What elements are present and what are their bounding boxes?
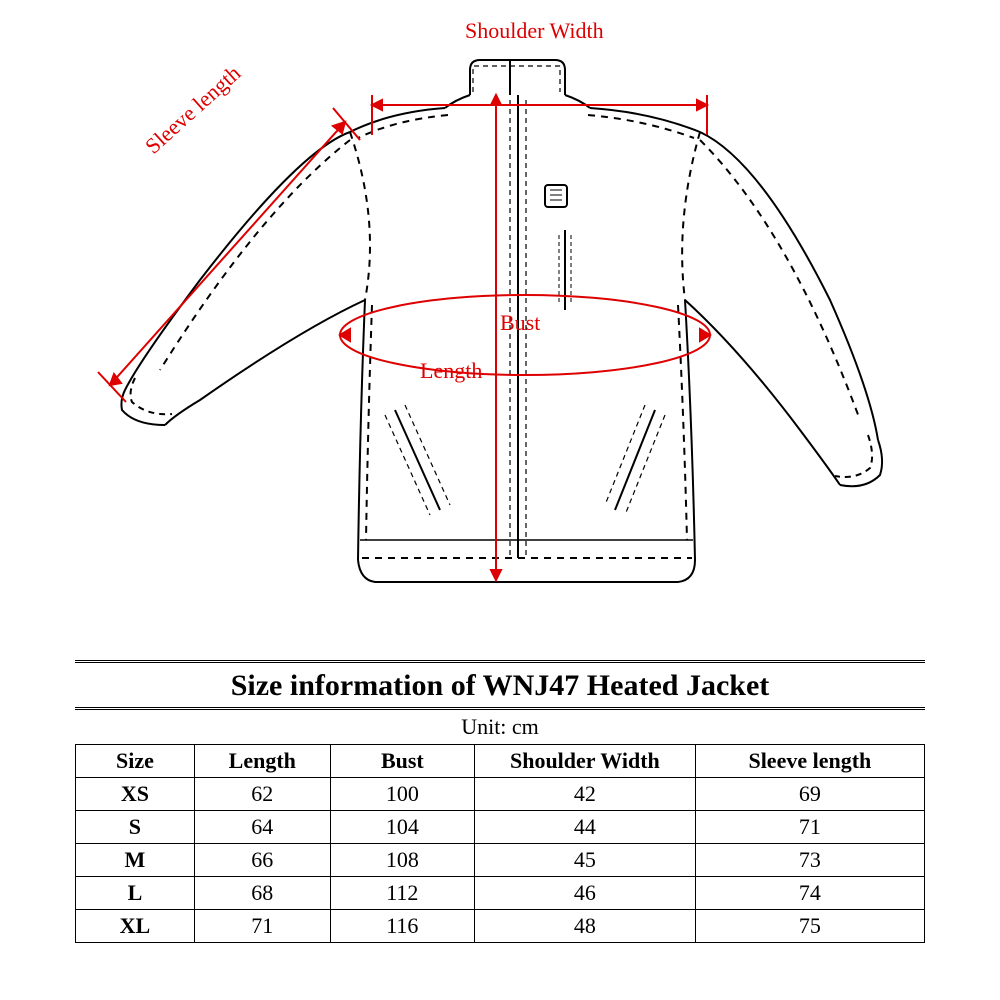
table-cell: S [76, 811, 195, 844]
table-cell: 74 [695, 877, 924, 910]
table-cell: M [76, 844, 195, 877]
table-cell: 71 [695, 811, 924, 844]
label-length: Length [420, 358, 482, 384]
table-cell: 73 [695, 844, 924, 877]
table-row: S641044471 [76, 811, 925, 844]
table-row: L681124674 [76, 877, 925, 910]
table-cell: 116 [330, 910, 474, 943]
table-cell: L [76, 877, 195, 910]
label-bust: Bust [500, 310, 540, 336]
table-title: Size information of WNJ47 Heated Jacket [75, 660, 925, 710]
table-cell: 104 [330, 811, 474, 844]
table-cell: 46 [475, 877, 696, 910]
table-cell: 64 [194, 811, 330, 844]
table-header: Length [194, 745, 330, 778]
label-shoulder-width: Shoulder Width [465, 18, 604, 44]
jacket-diagram: Shoulder Width Sleeve length Bust Length [0, 0, 1000, 640]
table-cell: 42 [475, 778, 696, 811]
table-cell: 68 [194, 877, 330, 910]
table-cell: 66 [194, 844, 330, 877]
table-row: M661084573 [76, 844, 925, 877]
table-cell: 45 [475, 844, 696, 877]
table-row: XS621004269 [76, 778, 925, 811]
table-header: Sleeve length [695, 745, 924, 778]
table-cell: 69 [695, 778, 924, 811]
table-cell: 75 [695, 910, 924, 943]
table-cell: XS [76, 778, 195, 811]
table-cell: 44 [475, 811, 696, 844]
table-header: Bust [330, 745, 474, 778]
table-cell: 100 [330, 778, 474, 811]
table-cell: 71 [194, 910, 330, 943]
table-header: Shoulder Width [475, 745, 696, 778]
table-row: XL711164875 [76, 910, 925, 943]
table-header: Size [76, 745, 195, 778]
table-cell: 112 [330, 877, 474, 910]
table-cell: 62 [194, 778, 330, 811]
size-table-area: Size information of WNJ47 Heated Jacket … [75, 660, 925, 943]
table-cell: 48 [475, 910, 696, 943]
table-unit: Unit: cm [75, 710, 925, 744]
size-table: SizeLengthBustShoulder WidthSleeve lengt… [75, 744, 925, 943]
table-cell: 108 [330, 844, 474, 877]
table-cell: XL [76, 910, 195, 943]
